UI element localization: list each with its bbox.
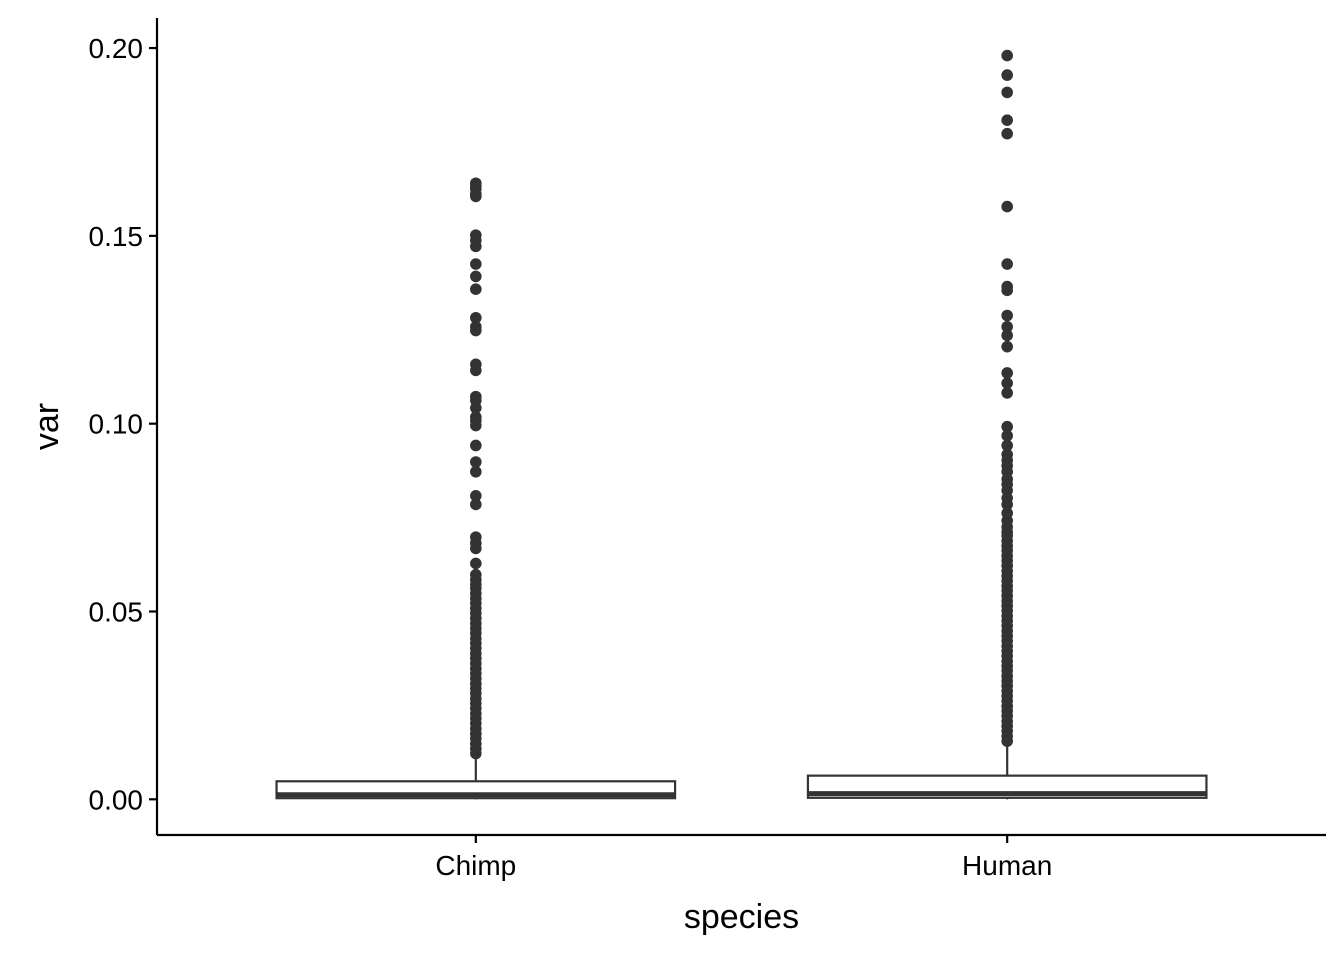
outlier-point <box>1001 200 1013 213</box>
outlier-point <box>470 465 482 478</box>
x-axis-ticks: Chimp Human <box>435 835 1052 881</box>
outlier-point <box>1001 429 1013 442</box>
outlier-point <box>1001 387 1013 399</box>
outlier-point <box>1001 86 1013 99</box>
box-human <box>806 49 1208 800</box>
box-series <box>275 49 1208 800</box>
outlier-point <box>470 439 482 452</box>
outlier-point <box>1001 114 1013 126</box>
outlier-point <box>470 270 482 283</box>
outlier-point <box>1001 498 1013 511</box>
outlier-point <box>1001 340 1013 353</box>
x-tick-label: Chimp <box>435 850 516 881</box>
outlier-point <box>470 190 482 203</box>
y-tick-label: 0.10 <box>89 409 144 440</box>
outlier-point <box>470 498 482 511</box>
x-tick-label: Human <box>962 850 1052 881</box>
y-axis-ticks: 0.00 0.05 0.10 0.15 0.20 <box>89 33 157 815</box>
outlier-point <box>470 456 482 468</box>
box-chimp <box>275 177 677 800</box>
outlier-point <box>470 542 482 555</box>
outlier-point <box>1001 377 1013 389</box>
outlier-point <box>1001 69 1013 81</box>
y-tick-label: 0.00 <box>89 784 144 815</box>
outlier-point <box>470 747 482 760</box>
outlier-point <box>470 283 482 296</box>
outlier-point <box>470 557 482 570</box>
outlier-point <box>1001 735 1013 747</box>
y-tick-label: 0.20 <box>89 33 144 64</box>
outlier-point <box>1001 284 1013 297</box>
outlier-point <box>470 490 482 502</box>
outlier-point <box>470 419 482 432</box>
outlier-point <box>470 240 482 253</box>
outlier-point <box>1001 127 1013 140</box>
outlier-point <box>470 364 482 377</box>
outlier-point <box>1001 258 1013 270</box>
outlier-point <box>470 258 482 270</box>
outlier-point <box>470 311 482 324</box>
outlier-point <box>470 402 482 414</box>
outlier-point <box>1001 329 1013 342</box>
y-axis-title: var <box>28 403 66 450</box>
outlier-point <box>1001 320 1013 333</box>
outlier-point <box>1001 49 1013 62</box>
outlier-point <box>470 324 482 337</box>
outlier-point <box>1001 367 1013 379</box>
x-axis-title: species <box>684 898 799 936</box>
y-tick-label: 0.15 <box>89 221 144 252</box>
y-tick-label: 0.05 <box>89 596 144 627</box>
outlier-point <box>1001 439 1013 452</box>
outlier-point <box>1001 420 1013 433</box>
outlier-point <box>1001 309 1013 322</box>
